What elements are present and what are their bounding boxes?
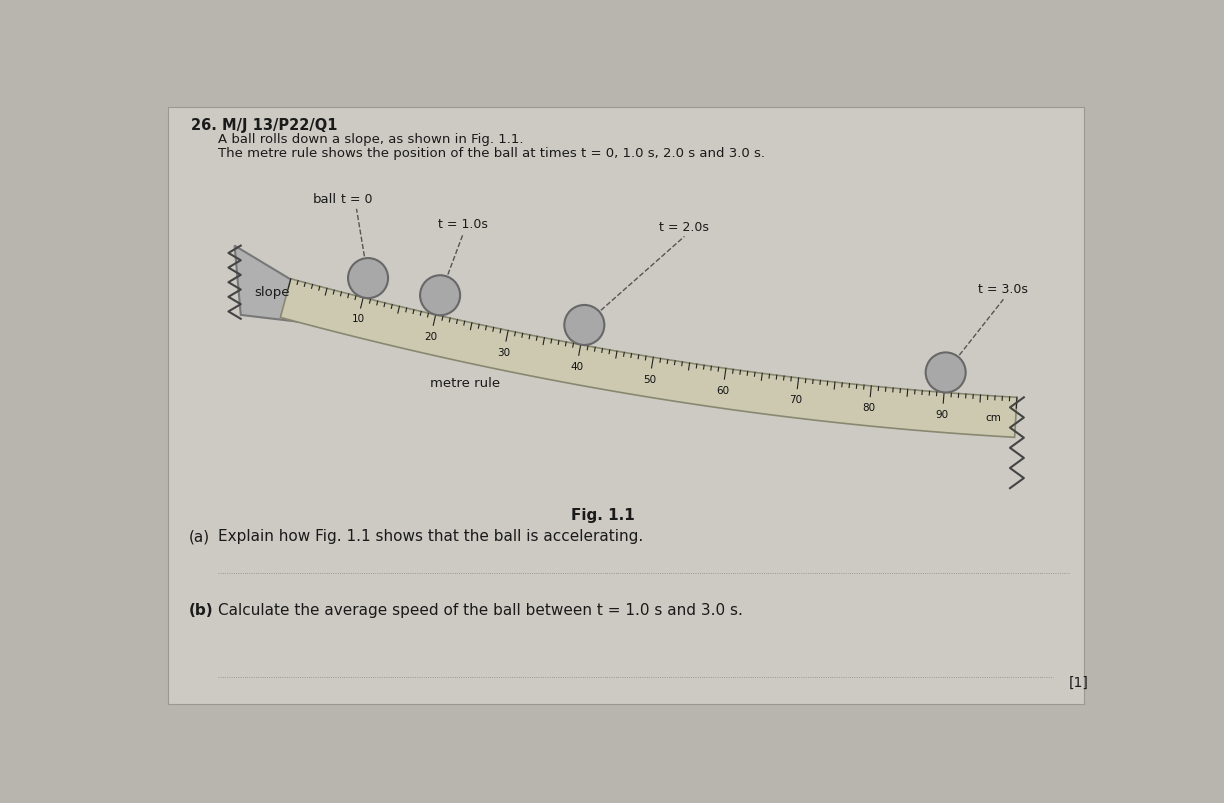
Text: The metre rule shows the position of the ball at times t = 0, 1.0 s, 2.0 s and 3: The metre rule shows the position of the…	[218, 146, 765, 159]
Polygon shape	[235, 247, 306, 324]
Circle shape	[420, 276, 460, 316]
Text: 20: 20	[425, 332, 437, 341]
Text: Calculate the average speed of the ball between t = 1.0 s and 3.0 s.: Calculate the average speed of the ball …	[218, 602, 743, 618]
Circle shape	[564, 306, 605, 345]
Text: [1]: [1]	[1069, 675, 1088, 689]
Text: t = 2.0s: t = 2.0s	[660, 220, 710, 234]
Text: t = 3.0s: t = 3.0s	[978, 283, 1028, 296]
Text: 40: 40	[570, 361, 584, 372]
Text: 70: 70	[789, 395, 803, 405]
Text: cm: cm	[985, 412, 1001, 422]
FancyBboxPatch shape	[168, 108, 1084, 704]
Text: 10: 10	[351, 314, 365, 324]
Circle shape	[348, 259, 388, 299]
Text: A ball rolls down a slope, as shown in Fig. 1.1.: A ball rolls down a slope, as shown in F…	[218, 133, 523, 146]
Text: 26. M/J 13/P22/Q1: 26. M/J 13/P22/Q1	[191, 118, 337, 132]
Text: 80: 80	[863, 403, 875, 413]
Text: metre rule: metre rule	[431, 377, 501, 389]
Circle shape	[925, 353, 966, 393]
Text: t = 0: t = 0	[340, 193, 372, 206]
Text: (a): (a)	[188, 528, 209, 544]
Text: t = 1.0s: t = 1.0s	[438, 218, 488, 230]
Text: 30: 30	[497, 347, 510, 357]
Text: Fig. 1.1: Fig. 1.1	[570, 507, 634, 523]
Text: 50: 50	[644, 374, 656, 384]
Text: (b): (b)	[188, 602, 213, 618]
Text: Explain how Fig. 1.1 shows that the ball is accelerating.: Explain how Fig. 1.1 shows that the ball…	[218, 528, 643, 544]
Text: ball: ball	[313, 193, 338, 206]
Text: 90: 90	[936, 410, 949, 419]
Text: 60: 60	[716, 385, 730, 395]
Text: slope: slope	[255, 286, 290, 299]
Polygon shape	[280, 279, 1017, 438]
